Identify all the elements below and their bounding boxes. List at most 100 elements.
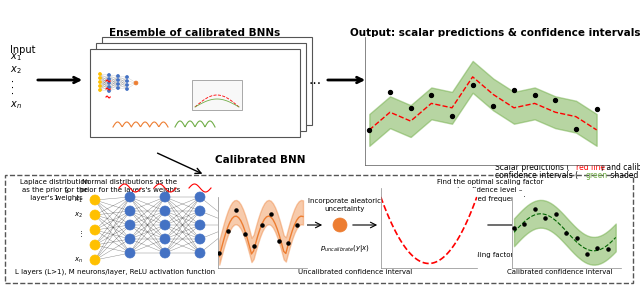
Circle shape bbox=[160, 206, 170, 216]
Circle shape bbox=[116, 87, 120, 89]
FancyBboxPatch shape bbox=[192, 80, 242, 110]
Circle shape bbox=[90, 210, 100, 220]
Point bbox=[603, 246, 613, 251]
Text: $x_2$: $x_2$ bbox=[10, 64, 22, 76]
Text: shaded region): shaded region) bbox=[608, 171, 640, 180]
Circle shape bbox=[195, 192, 205, 202]
Point bbox=[257, 223, 268, 227]
Text: $\vdots$: $\vdots$ bbox=[77, 229, 83, 239]
Text: confidence intervals (: confidence intervals ( bbox=[495, 171, 578, 180]
FancyBboxPatch shape bbox=[102, 37, 312, 125]
Point bbox=[385, 89, 395, 94]
Text: ...: ... bbox=[308, 73, 321, 87]
Point bbox=[231, 207, 241, 212]
Text: Laplace distribution
as the prior for the
1: Laplace distribution as the prior for th… bbox=[20, 179, 90, 201]
Circle shape bbox=[195, 206, 205, 216]
Circle shape bbox=[134, 81, 138, 85]
Circle shape bbox=[116, 82, 120, 86]
Point bbox=[447, 113, 457, 118]
Circle shape bbox=[99, 84, 102, 87]
Text: Calibrated confidence interval: Calibrated confidence interval bbox=[508, 269, 612, 275]
Text: Incorporate aleatoric
uncertainty: Incorporate aleatoric uncertainty bbox=[308, 198, 381, 212]
Point bbox=[591, 107, 602, 111]
Point bbox=[509, 225, 519, 230]
Text: Input: Input bbox=[10, 45, 35, 55]
Point bbox=[468, 82, 478, 87]
Text: $\cdot$: $\cdot$ bbox=[10, 82, 14, 92]
Circle shape bbox=[90, 195, 100, 205]
Circle shape bbox=[108, 86, 111, 89]
Circle shape bbox=[160, 248, 170, 258]
Text: Scalar predictions (: Scalar predictions ( bbox=[495, 163, 570, 172]
Text: red line: red line bbox=[576, 163, 605, 172]
Circle shape bbox=[90, 255, 100, 265]
Circle shape bbox=[125, 84, 129, 87]
Point bbox=[275, 238, 285, 243]
Point bbox=[550, 98, 561, 103]
Text: Ensemble of calibrated BNNs: Ensemble of calibrated BNNs bbox=[109, 28, 280, 38]
Text: st: st bbox=[65, 189, 70, 194]
Point bbox=[214, 250, 225, 255]
Point bbox=[550, 212, 561, 216]
Circle shape bbox=[99, 76, 102, 80]
Text: green: green bbox=[586, 171, 608, 180]
Circle shape bbox=[90, 225, 100, 235]
Point bbox=[571, 127, 581, 131]
Circle shape bbox=[125, 206, 135, 216]
FancyBboxPatch shape bbox=[90, 49, 300, 137]
Point bbox=[593, 245, 603, 250]
Text: Uncalibrated confidence interval: Uncalibrated confidence interval bbox=[298, 269, 412, 275]
Text: $x_n$: $x_n$ bbox=[74, 255, 83, 264]
Text: $\cdot$: $\cdot$ bbox=[10, 76, 14, 86]
Point bbox=[561, 231, 572, 235]
Circle shape bbox=[116, 74, 120, 78]
Circle shape bbox=[195, 220, 205, 230]
Point bbox=[540, 216, 550, 221]
Text: Normal distributions as the
prior for the layers's weights: Normal distributions as the prior for th… bbox=[80, 179, 180, 193]
Circle shape bbox=[195, 234, 205, 244]
Text: $x_1$: $x_1$ bbox=[10, 51, 22, 63]
Circle shape bbox=[108, 74, 111, 76]
Text: L layers (L>1), M neurons/layer, ReLU activation function: L layers (L>1), M neurons/layer, ReLU ac… bbox=[15, 268, 215, 275]
Text: Calibrated BNN: Calibrated BNN bbox=[215, 155, 305, 165]
Circle shape bbox=[160, 234, 170, 244]
Point bbox=[426, 93, 436, 98]
Text: $x_1$: $x_1$ bbox=[74, 196, 83, 205]
Point bbox=[530, 207, 540, 211]
Text: $p_{calibrate}(y|x)$: $p_{calibrate}(y|x)$ bbox=[536, 243, 580, 254]
FancyBboxPatch shape bbox=[5, 175, 633, 283]
Point bbox=[291, 222, 301, 227]
Point bbox=[240, 231, 250, 236]
Circle shape bbox=[160, 192, 170, 202]
Point bbox=[519, 222, 529, 227]
Point bbox=[248, 244, 259, 248]
Point bbox=[582, 252, 592, 256]
Circle shape bbox=[195, 248, 205, 258]
Point bbox=[364, 128, 374, 132]
Text: Find the optimal scaling factor
|confidence level –
observed frequency|: Find the optimal scaling factor |confide… bbox=[437, 179, 543, 203]
Text: $x_n$: $x_n$ bbox=[10, 99, 22, 111]
Circle shape bbox=[99, 80, 102, 84]
Circle shape bbox=[125, 80, 129, 82]
Point bbox=[509, 88, 519, 93]
Circle shape bbox=[333, 218, 347, 232]
Circle shape bbox=[90, 240, 100, 250]
Circle shape bbox=[125, 192, 135, 202]
Circle shape bbox=[125, 234, 135, 244]
Circle shape bbox=[227, 217, 243, 233]
Circle shape bbox=[99, 72, 102, 76]
Text: $p_{uncalibrate}(y|x)$: $p_{uncalibrate}(y|x)$ bbox=[320, 243, 370, 254]
Point bbox=[406, 106, 416, 111]
Text: layer's weights: layer's weights bbox=[28, 195, 83, 201]
FancyBboxPatch shape bbox=[96, 43, 306, 131]
Point bbox=[572, 236, 582, 241]
Circle shape bbox=[125, 87, 129, 91]
Circle shape bbox=[125, 76, 129, 78]
Text: $\cdot$: $\cdot$ bbox=[10, 88, 14, 98]
Point bbox=[266, 211, 276, 216]
Circle shape bbox=[99, 89, 102, 91]
Text: scaling factor: scaling factor bbox=[467, 252, 514, 258]
Circle shape bbox=[108, 78, 111, 80]
Point bbox=[223, 229, 233, 233]
Text: ) and calibrated: ) and calibrated bbox=[601, 163, 640, 172]
